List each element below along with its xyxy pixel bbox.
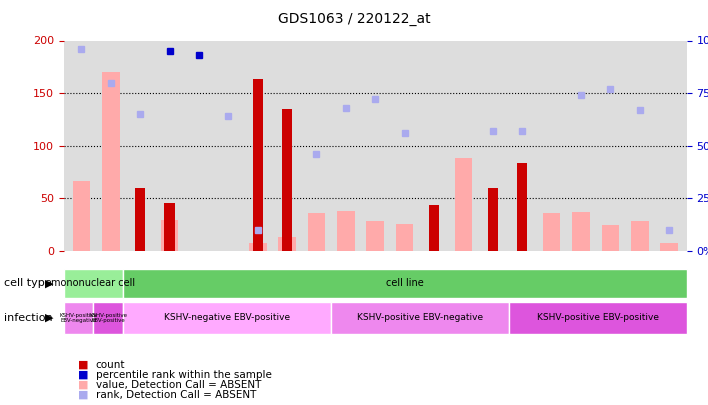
Bar [253, 79, 263, 251]
Bar [164, 202, 175, 251]
Text: KSHV-positive
EBV-positive: KSHV-positive EBV-positive [89, 313, 127, 323]
Bar [72, 181, 90, 251]
Bar [282, 109, 292, 251]
Bar [161, 220, 178, 251]
Bar [455, 158, 472, 251]
Text: KSHV-negative EBV-positive: KSHV-negative EBV-positive [164, 313, 290, 322]
Text: ■: ■ [78, 370, 88, 379]
Text: value, Detection Call = ABSENT: value, Detection Call = ABSENT [96, 380, 261, 390]
FancyBboxPatch shape [123, 302, 331, 334]
Text: ■: ■ [78, 390, 88, 400]
FancyBboxPatch shape [509, 302, 687, 334]
Text: mononuclear cell: mononuclear cell [51, 279, 135, 288]
Bar [572, 212, 590, 251]
FancyBboxPatch shape [64, 302, 93, 334]
Bar [488, 188, 498, 251]
Text: infection: infection [4, 313, 52, 323]
Bar [367, 221, 384, 251]
Text: count: count [96, 360, 125, 369]
FancyBboxPatch shape [123, 269, 687, 298]
Bar [396, 224, 413, 251]
FancyBboxPatch shape [331, 302, 509, 334]
Text: ■: ■ [78, 380, 88, 390]
Text: percentile rank within the sample: percentile rank within the sample [96, 370, 271, 379]
Text: ■: ■ [78, 360, 88, 369]
Text: cell type: cell type [4, 279, 51, 288]
Bar [102, 72, 120, 251]
Text: KSHV-positive EBV-positive: KSHV-positive EBV-positive [537, 313, 658, 322]
Text: KSHV-positive
EBV-negative: KSHV-positive EBV-negative [59, 313, 98, 323]
Text: cell line: cell line [386, 279, 424, 288]
Bar [631, 221, 649, 251]
Text: ▶: ▶ [45, 279, 54, 288]
Bar [661, 243, 678, 251]
Bar [308, 213, 325, 251]
Bar [135, 188, 145, 251]
Bar [602, 225, 620, 251]
Text: rank, Detection Call = ABSENT: rank, Detection Call = ABSENT [96, 390, 256, 400]
Bar [249, 243, 266, 251]
FancyBboxPatch shape [93, 302, 123, 334]
Bar [337, 211, 355, 251]
Text: KSHV-positive EBV-negative: KSHV-positive EBV-negative [357, 313, 483, 322]
FancyBboxPatch shape [64, 269, 123, 298]
Bar [517, 163, 527, 251]
Bar [278, 237, 296, 251]
Bar [543, 213, 561, 251]
Text: ▶: ▶ [45, 313, 54, 323]
Bar [429, 205, 439, 251]
Text: GDS1063 / 220122_at: GDS1063 / 220122_at [278, 12, 430, 26]
